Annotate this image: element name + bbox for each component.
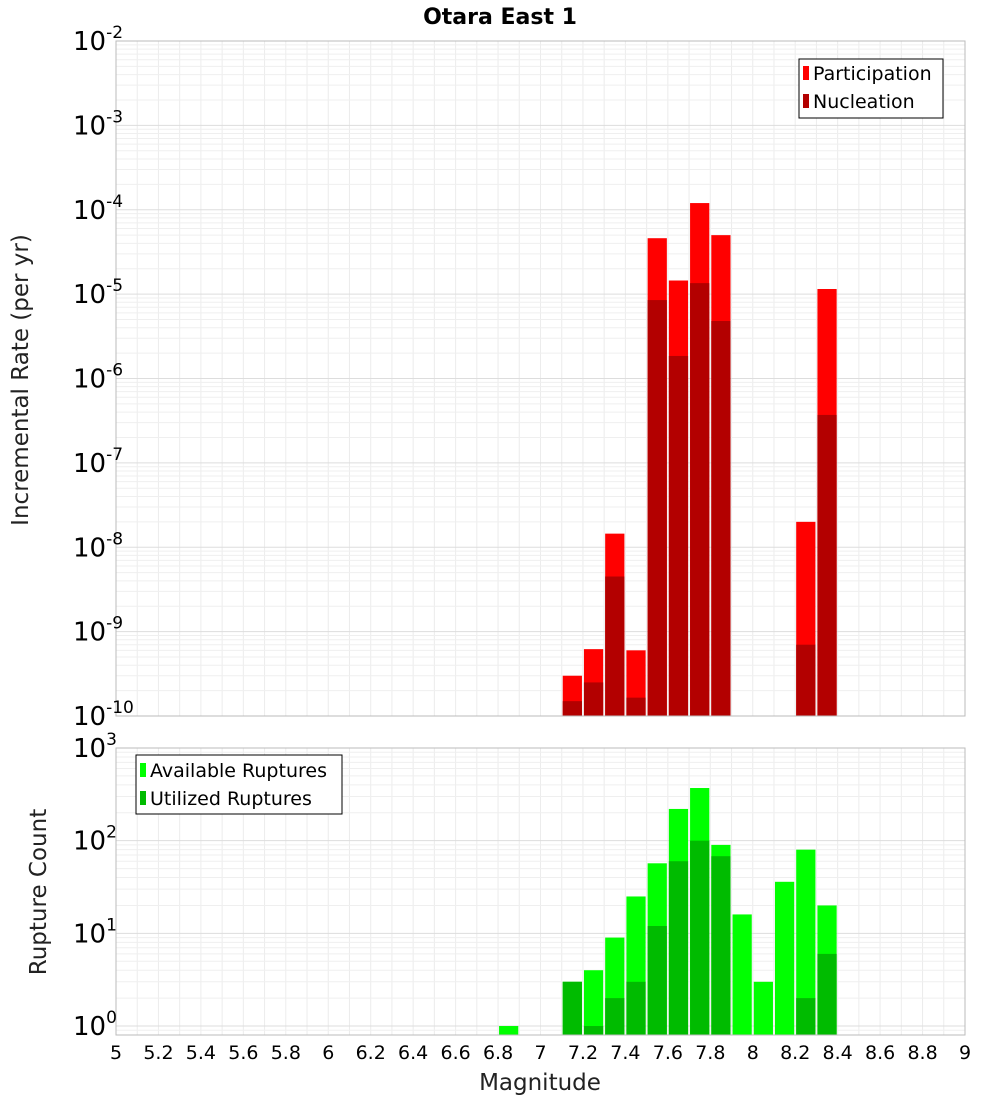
bar-available-ruptures-7.25: [583, 970, 604, 1035]
lower-y-axis-label: Rupture Count: [26, 809, 52, 975]
x-tick-label: 7.6: [653, 1042, 683, 1064]
x-tick-label: 7.4: [610, 1042, 640, 1064]
bar-utilized-ruptures-7.15: [562, 981, 582, 1035]
upper-y-tick-labels: 10-10 10-9 10-8 10-7 10-6 10-5 10-4 10-3 10-2: [73, 23, 134, 732]
x-tick-label: 6.4: [398, 1042, 428, 1064]
upper-y-tick-label: 10-10: [73, 698, 134, 732]
upper-y-tick-label: 10-8: [73, 529, 123, 563]
bar-nucleation-7.85: [711, 321, 731, 716]
x-tick-label: 7.8: [695, 1042, 725, 1064]
x-tick-label: 9: [959, 1042, 971, 1064]
upper-y-tick-label: 10-3: [73, 107, 123, 141]
lower-y-tick-label: 101: [73, 915, 117, 949]
legend-label-available: Available Ruptures: [150, 760, 327, 782]
x-tick-label: 8: [747, 1042, 759, 1064]
legend-label-utilized: Utilized Ruptures: [150, 788, 312, 810]
bar-utilized-ruptures-7.65: [668, 861, 689, 1035]
upper-y-tick-label: 10-9: [73, 614, 123, 648]
bar-nucleation-7.45: [626, 697, 646, 716]
x-tick-label: 5.6: [228, 1042, 258, 1064]
bar-nucleation-7.75: [690, 283, 710, 716]
bar-nucleation-7.55: [647, 300, 667, 716]
bar-nucleation-7.25: [583, 682, 604, 716]
upper-bars: [562, 203, 837, 716]
bar-available-ruptures-8.15: [774, 881, 795, 1035]
x-tick-label: 6.6: [440, 1042, 470, 1064]
lower-y-tick-labels: 100 101 102 103: [73, 730, 117, 1042]
x-axis-label: Magnitude: [479, 1070, 601, 1096]
bar-available-ruptures-7.95: [732, 914, 752, 1035]
legend-swatch-utilized: [140, 791, 146, 805]
legend-swatch-participation: [803, 66, 809, 80]
upper-plot: 10-10 10-9 10-8 10-7 10-6 10-5 10-4 10-3 10-2 In…: [8, 23, 966, 732]
upper-y-axis-label: Incremental Rate (per yr): [8, 234, 34, 526]
bar-utilized-ruptures-7.45: [626, 981, 646, 1035]
upper-y-tick-label: 10-6: [73, 361, 123, 395]
bar-nucleation-7.35: [605, 576, 625, 716]
x-tick-labels: 5 5.2 5.4 5.6 5.8 6 6.2 6.4 6.6 6.8 7 7.2 7.4 7.6 7.8 8…: [110, 1042, 971, 1064]
bar-utilized-ruptures-7.35: [605, 998, 625, 1035]
upper-grid: [116, 41, 965, 716]
x-tick-label: 5: [110, 1042, 122, 1064]
lower-bars: [499, 788, 837, 1035]
bar-available-ruptures-6.85: [499, 1026, 519, 1035]
upper-y-tick-label: 10-4: [73, 192, 123, 226]
bar-nucleation-7.15: [562, 701, 582, 716]
chart-title: Otara East 1: [423, 5, 577, 30]
x-tick-label: 6: [322, 1042, 334, 1064]
lower-y-tick-label: 102: [73, 823, 117, 857]
x-tick-label: 8.6: [865, 1042, 895, 1064]
bar-nucleation-8.35: [817, 414, 837, 716]
upper-y-tick-label: 10-7: [73, 445, 123, 479]
lower-y-tick-label: 103: [73, 730, 117, 764]
lower-y-tick-label: 100: [73, 1008, 117, 1042]
bar-nucleation-8.25: [796, 644, 816, 716]
x-tick-label: 8.2: [780, 1042, 810, 1064]
bar-utilized-ruptures-7.85: [711, 856, 731, 1035]
bar-available-ruptures-8.25: [796, 849, 816, 1035]
x-tick-label: 5.8: [271, 1042, 301, 1064]
x-tick-label: 7.2: [568, 1042, 598, 1064]
bar-utilized-ruptures-8.25: [796, 998, 816, 1035]
x-tick-label: 6.8: [483, 1042, 513, 1064]
lower-legend-box: [135, 754, 343, 815]
bar-utilized-ruptures-7.55: [647, 926, 667, 1035]
bar-utilized-ruptures-7.75: [690, 840, 710, 1035]
lower-plot-frame: [115, 747, 966, 1036]
legend-label-nucleation: Nucleation: [813, 91, 915, 113]
lower-legend: Available Ruptures Utilized Ruptures: [135, 754, 343, 815]
x-tick-label: 5.4: [186, 1042, 216, 1064]
bar-utilized-ruptures-8.35: [817, 953, 837, 1035]
bar-utilized-ruptures-7.25: [583, 1026, 604, 1035]
x-tick-label: 6.2: [356, 1042, 386, 1064]
bar-available-ruptures-8.05: [753, 981, 773, 1035]
upper-legend-box: [798, 58, 944, 119]
upper-legend: Participation Nucleation: [798, 58, 944, 119]
x-tick-label: 8.8: [907, 1042, 937, 1064]
x-tick-label: 8.4: [823, 1042, 853, 1064]
legend-swatch-nucleation: [803, 94, 809, 108]
x-tick-label: 5.2: [143, 1042, 173, 1064]
x-tick-label: 7: [534, 1042, 546, 1064]
legend-swatch-available: [140, 763, 146, 777]
upper-plot-frame: [115, 40, 966, 717]
legend-label-participation: Participation: [813, 63, 932, 85]
upper-y-tick-label: 10-2: [73, 23, 123, 57]
bar-nucleation-7.65: [668, 355, 689, 716]
upper-y-tick-label: 10-5: [73, 276, 123, 310]
